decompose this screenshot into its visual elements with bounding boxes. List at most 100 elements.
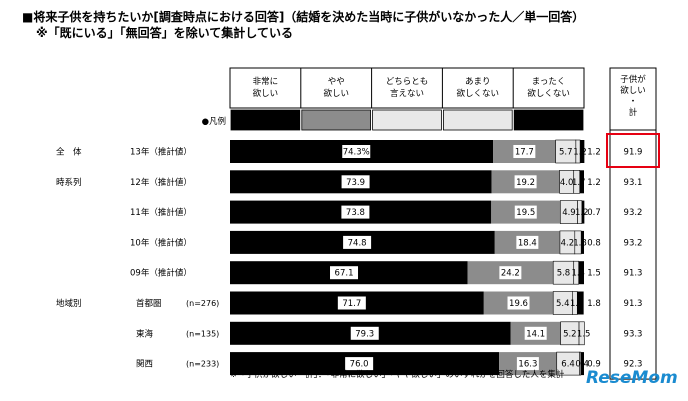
bar-value-label: 1.8 — [573, 238, 587, 248]
row-label: 09年（推計値） — [130, 268, 192, 279]
total-value-label: 93.2 — [624, 238, 643, 248]
header-category-label: 欲しい — [323, 88, 349, 99]
bar-value-label: 4.9 — [562, 208, 576, 218]
value-label-bg — [330, 266, 359, 280]
row-label: 関西 — [136, 360, 153, 370]
bar-value-label: 4.2 — [561, 238, 575, 248]
bar-value-label: 1.2 — [573, 148, 587, 158]
bar-segment — [580, 140, 585, 163]
value-label-bg — [514, 205, 537, 219]
chart-subtitle: ※「既にいる」「無回答」を除いて集計している — [36, 26, 293, 40]
bar-value-label: 5.8 — [557, 269, 571, 279]
bar-segment — [581, 230, 584, 254]
row-group-label: 全 体 — [56, 147, 82, 158]
bar-value-label: 1.5 — [577, 329, 591, 339]
bar-value-label: 0.4 — [575, 360, 589, 370]
bar-value-label: 73.8 — [346, 208, 365, 218]
value-label-bg — [513, 145, 536, 158]
header-category-label: 欲しくない — [527, 88, 570, 99]
bar-segment — [579, 170, 584, 194]
footnote: ※「子供が欲しい・計」：「非常に欲しい」「やや欲しい」のいずれかを回答した人を集… — [230, 370, 565, 380]
bar-value-label: 16.3 — [518, 360, 537, 370]
value-label-bg — [516, 357, 539, 371]
header-category-label: どちらとも — [386, 77, 429, 87]
total-value-label: 91.9 — [624, 148, 643, 158]
bar-value-label: 19.6 — [509, 299, 528, 309]
value-label-bg — [507, 296, 530, 310]
value-label-bg — [337, 296, 366, 310]
value-label-bg — [341, 175, 370, 189]
bar-value-label: 1.2 — [575, 208, 589, 218]
bar-segment — [581, 200, 585, 224]
bar-value-label: 18.4 — [518, 238, 537, 248]
legend-swatch — [372, 109, 442, 131]
legend-label: ●凡例 — [202, 116, 226, 127]
bar-value-label: 71.7 — [342, 299, 361, 309]
total-column-frame — [609, 67, 657, 380]
row-n-label: (n=276) — [186, 299, 219, 308]
bar-value-label: 14.1 — [526, 329, 545, 339]
row-label: 10年（推計値） — [130, 237, 192, 248]
bar-value-label: 19.2 — [516, 178, 535, 188]
value-label-bg — [342, 145, 371, 158]
bar-value-label: 0.8 — [587, 238, 601, 248]
total-value-label: 91.3 — [624, 269, 643, 279]
bar-value-label: 4.0 — [560, 178, 574, 188]
bar-segment — [578, 321, 585, 346]
bar-value-label: 1.7 — [572, 178, 586, 188]
legend-swatch — [513, 109, 584, 131]
bar-value-label: 19.5 — [516, 208, 535, 218]
bar-value-label: 24.2 — [501, 269, 520, 279]
row-group-label: 地域別 — [56, 298, 82, 309]
header-category-label: 欲しくない — [457, 88, 500, 99]
bar-value-label: 74.3% — [343, 148, 370, 158]
chart-title: ■将来子供を持ちたいか[調査時点における回答]（結婚を決めた当時に子供がいなかっ… — [22, 10, 585, 24]
total-value-label: 92.3 — [624, 360, 643, 370]
total-highlight-box — [606, 133, 660, 168]
bar-value-label: 73.9 — [346, 178, 365, 188]
bar-value-label: 5.7 — [559, 148, 573, 158]
bar-value-label: 17.7 — [515, 148, 534, 158]
legend-swatch — [442, 109, 513, 131]
total-value-label: 93.1 — [624, 178, 643, 188]
bar-value-label: 1.2 — [587, 148, 601, 158]
bar-value-label: 5.2 — [563, 329, 577, 339]
row-label: 首都圏 — [136, 298, 162, 309]
bar-value-label: 1.4 — [571, 269, 585, 279]
bar-segment — [580, 352, 584, 376]
bar-value-label: 1.2 — [587, 178, 601, 188]
value-label-bg — [343, 235, 372, 249]
row-label: 11年（推計値） — [130, 207, 192, 218]
bar-value-label: 0.9 — [587, 360, 601, 370]
bar-value-label: 1.4 — [570, 299, 584, 309]
header-category-label: あまり — [465, 77, 491, 87]
bar-value-label: 0.7 — [587, 208, 601, 218]
header-category-label: 言えない — [390, 88, 424, 99]
bar-value-label: 5.4 — [556, 299, 570, 309]
total-header-label: ・ — [629, 97, 638, 107]
value-label-bg — [524, 326, 547, 340]
header-category-label: やや — [328, 77, 345, 87]
total-value-label: 93.3 — [624, 329, 643, 339]
row-group-label: 時系列 — [56, 177, 82, 188]
bar-value-label: 1.5 — [587, 269, 601, 279]
bar-segment — [578, 261, 584, 285]
watermark-logo: ReseMom — [586, 368, 678, 388]
value-label-bg — [350, 326, 379, 340]
value-label-bg — [345, 357, 374, 371]
value-label-bg — [516, 235, 539, 249]
total-header-label: 子供が — [620, 74, 646, 85]
header-frame — [229, 67, 585, 109]
total-header-label: 計 — [629, 107, 638, 118]
bar-value-label: 79.3 — [355, 329, 374, 339]
header-category-label: 非常に — [253, 76, 279, 87]
total-value-label: 91.3 — [624, 299, 643, 309]
row-n-label: (n=233) — [186, 360, 219, 369]
bar-value-label: 1.8 — [587, 299, 601, 309]
row-label: 東海 — [136, 328, 154, 339]
header-category-label: 欲しい — [253, 88, 279, 99]
header-category-label: まったく — [532, 77, 566, 87]
value-label-bg — [341, 205, 370, 219]
row-label: 13年（推計値） — [130, 147, 192, 158]
